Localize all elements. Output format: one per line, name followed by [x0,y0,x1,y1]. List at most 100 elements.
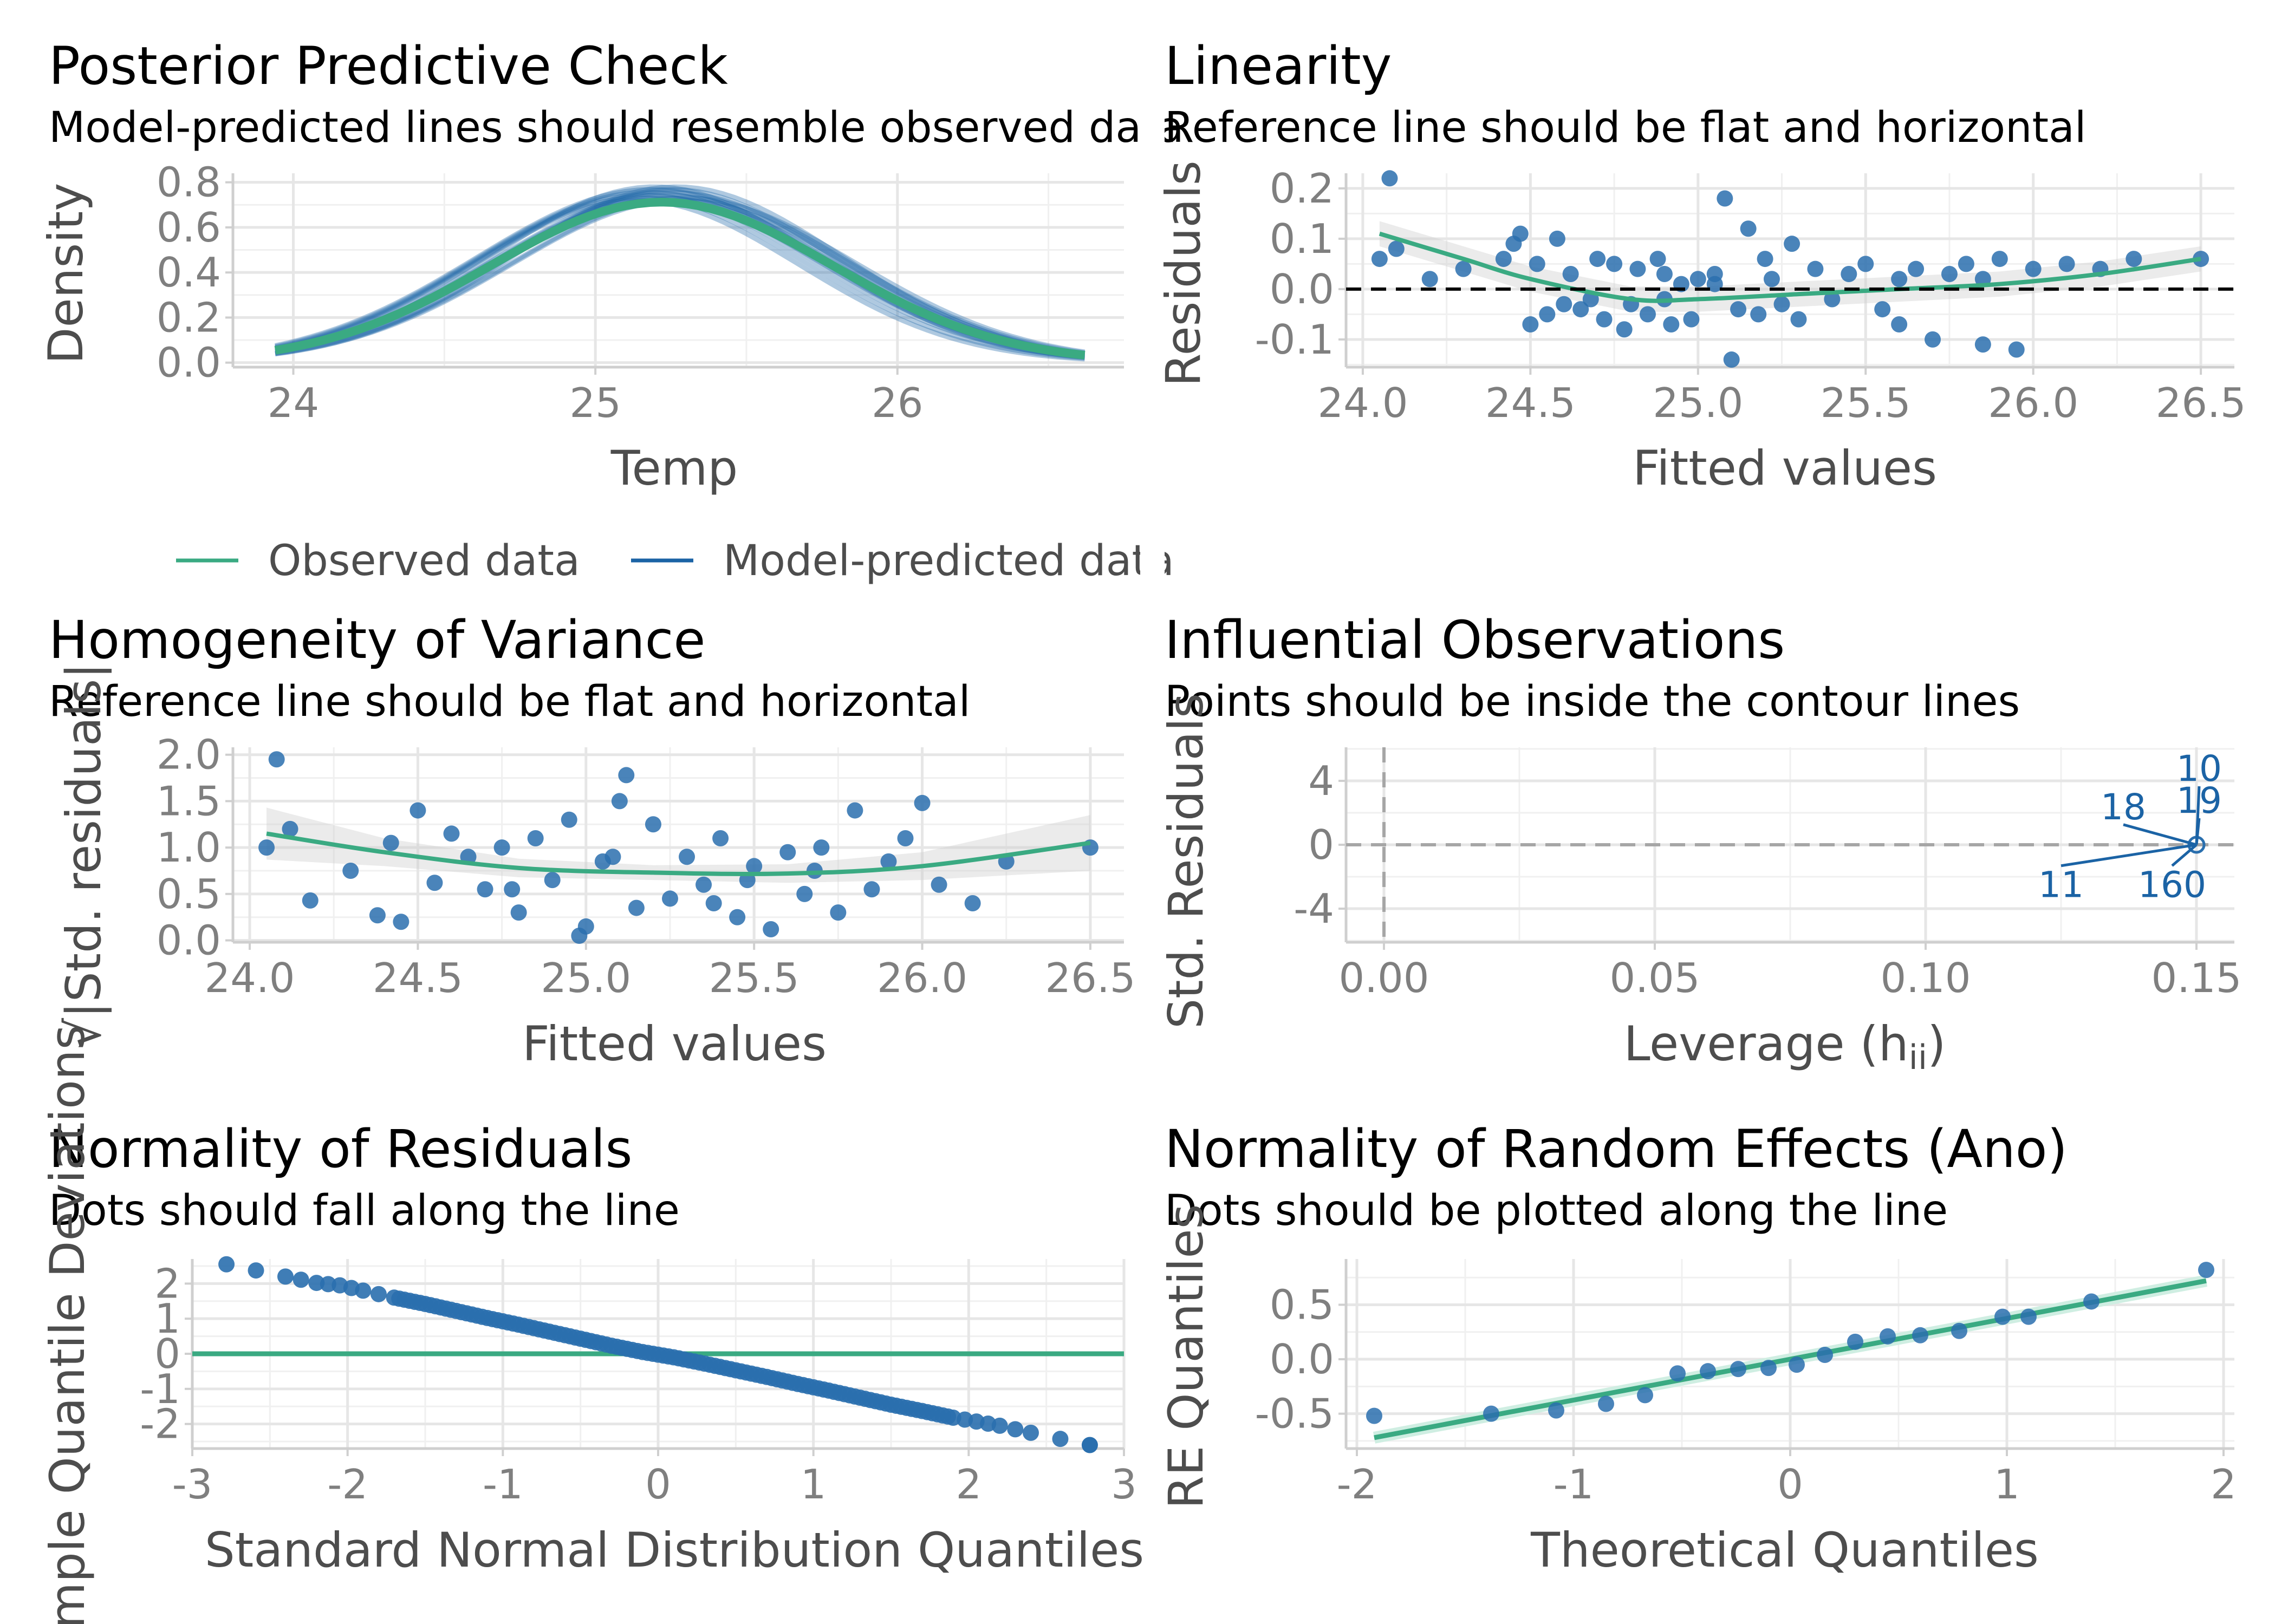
data-point [369,907,386,924]
data-point [1556,296,1572,312]
x-tick-label: 25.5 [709,954,800,1002]
data-point [510,904,527,921]
data-point [1994,1308,2011,1325]
data-point [1908,260,1925,277]
y-axis-title: √|Std. residuals| [56,663,112,1048]
data-point [504,881,521,898]
y-tick-label: 0.5 [1270,1281,1334,1328]
x-axis-title: Leverage (hii) [1624,1016,1946,1077]
data-point [2020,1308,2037,1325]
panel-influential-observations: Influential Observations Points should b… [1158,610,2242,1077]
data-point [1740,220,1757,237]
data-point [1706,276,1723,292]
data-point [645,816,661,833]
panel-title: Linearity [1165,36,1392,96]
x-tick-label: 2 [2211,1460,2237,1508]
y-tick-label: 1.0 [157,824,221,871]
panel-title: Posterior Predictive Check [49,36,728,96]
data-point [964,895,981,911]
y-tick-label: 0.2 [157,294,221,341]
data-point [1366,1407,1382,1424]
model-predicted-line [275,195,1086,356]
data-point [1637,1387,1653,1404]
x-tick-label: 25.5 [1821,379,1911,427]
x-tick-label: 0.05 [1610,954,1700,1002]
label-leader-line [2123,823,2197,846]
observation-label: 11 [2038,864,2084,906]
legend-label-predicted: Model-predicted data [723,537,1174,585]
y-tick-label: -1 [140,1365,180,1413]
data-point [382,834,399,851]
y-axis-title: Std. Residuals [1158,693,1214,1029]
panel-linearity: Linearity Reference line should be flat … [1155,36,2246,496]
y-axis-title: Density [38,183,94,364]
data-point [1723,351,1740,368]
data-point [1817,1347,1833,1364]
y-tick-label: 0.5 [157,870,221,918]
y-axis-title: Sample Quantile Deviations [40,1025,95,1624]
x-tick-label: 24 [268,379,319,427]
data-point [661,890,678,907]
data-point [880,853,897,870]
plot-area: 24.0 24.5 25.0 25.5 26.0 26.5 -0.10.00.10.2 [1255,165,2246,427]
data-point [1807,260,1824,277]
data-point [1700,1363,1716,1380]
data-point [628,899,645,916]
observation-label: 19 [2176,780,2222,821]
x-tick-label: 1 [1994,1460,2020,1508]
x-axis-title: Fitted values [522,1016,827,1072]
panel-title: Influential Observations [1165,610,1785,670]
data-point [426,875,443,891]
y-axis-title: RE Quantiles [1158,1204,1214,1509]
data-point [1629,260,1646,277]
y-tick-label: 0.1 [1270,215,1334,263]
data-point [1381,170,1398,187]
panel-title: Normality of Random Effects (Ano) [1165,1119,2068,1179]
data-point [2083,1293,2100,1310]
data-point [1483,1405,1499,1422]
data-point [696,876,712,893]
data-point [1616,321,1633,338]
x-tick-label: 26.0 [1988,379,2078,427]
y-tick-label: 0.0 [157,917,221,964]
data-point [746,858,763,875]
loess-smooth-line [1379,231,2201,303]
data-point [1941,265,1958,282]
data-point [1663,316,1680,332]
data-point [443,825,460,842]
x-axis-title-close: ) [1927,1016,1946,1072]
data-point [1763,271,1780,288]
data-point [763,921,779,937]
observed-density-line [274,198,1086,360]
data-point [258,839,275,856]
data-point [863,881,880,898]
x-tick-label: 25.0 [541,954,631,1002]
data-point [1951,1322,1967,1339]
data-point [1388,240,1405,257]
data-point [618,767,635,784]
data-point [830,904,847,921]
data-point [477,881,493,898]
data-point [2198,1262,2214,1279]
data-point [355,1282,372,1299]
label-leader-line [2171,844,2198,867]
data-point [1669,1365,1686,1382]
data-point [393,914,410,930]
label-leader-line [2060,843,2197,868]
data-point [1841,265,1857,282]
x-tick-label: 26.0 [877,954,967,1002]
data-point [268,751,285,768]
data-point [914,794,931,811]
x-tick-label: 25 [569,379,621,427]
data-point [1562,265,1579,282]
data-point [1539,306,1556,323]
data-point [527,830,544,846]
data-point [991,1417,1008,1434]
x-tick-label: 26 [872,379,923,427]
panel-subtitle: Points should be inside the contour line… [1165,677,2020,726]
data-point [679,849,696,865]
x-tick-label: 24.0 [205,954,295,1002]
x-tick-label: -2 [327,1460,368,1508]
plot-area: 24.0 24.5 25.0 25.5 26.0 26.5 0.00.51.01.52.0 [157,731,1136,1002]
